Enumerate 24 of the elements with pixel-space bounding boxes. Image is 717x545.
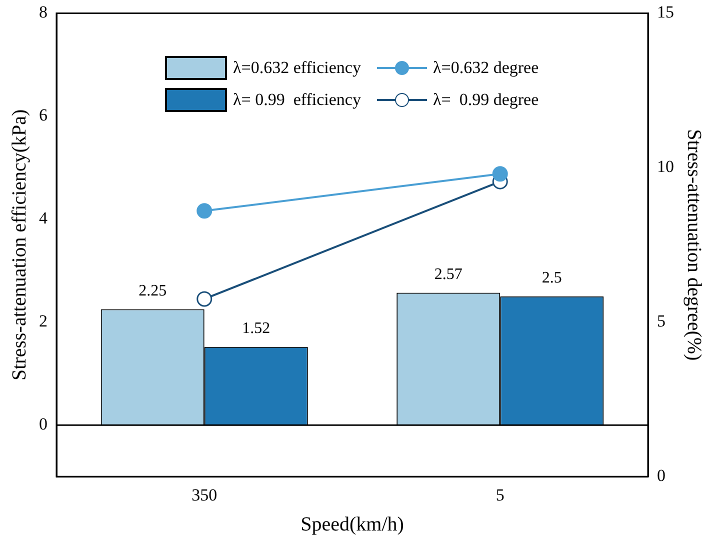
legend-label: λ= 0.99 degree xyxy=(432,90,539,110)
y-tick-label: 8 xyxy=(39,2,48,22)
data-label: 2.25 xyxy=(138,282,167,300)
y-tick-label: 4 xyxy=(39,208,48,228)
y-tick-label: 0 xyxy=(39,414,48,434)
y2-tick-label: 5 xyxy=(657,312,666,331)
x-tick-label: 350 xyxy=(192,485,218,504)
y-tick-label: 2 xyxy=(39,312,48,331)
y2-tick-label: 10 xyxy=(657,157,674,176)
point xyxy=(492,166,508,182)
legend-label: λ=0.632 efficiency xyxy=(233,58,361,78)
point xyxy=(196,203,212,219)
point xyxy=(196,291,212,307)
y2-axis-title: Stress-attenuation degree(%) xyxy=(682,129,705,361)
x-axis-title: Speed(km/h) xyxy=(300,513,404,536)
y2-tick-label: 0 xyxy=(657,466,666,486)
y-axis-title: Stress-attenuation efficiency(kPa) xyxy=(8,109,30,380)
legend-label: λ= 0.99 efficiency xyxy=(233,90,361,110)
legend-label: λ=0.632 degree xyxy=(432,58,539,78)
data-label: 2.5 xyxy=(542,270,562,287)
data-label: 1.52 xyxy=(242,320,270,338)
y-tick-label: 6 xyxy=(39,106,48,125)
y2-tick-label: 15 xyxy=(657,2,674,22)
data-label: 2.57 xyxy=(434,266,462,283)
